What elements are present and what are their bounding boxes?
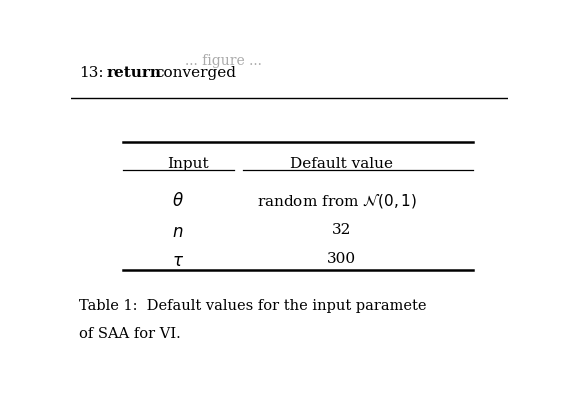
Text: 13:: 13: (79, 66, 104, 80)
Text: ... figure ...: ... figure ... (185, 54, 262, 68)
Text: 300: 300 (327, 252, 356, 266)
Text: Table 1:  Default values for the input paramete: Table 1: Default values for the input pa… (79, 299, 427, 313)
Text: 32: 32 (332, 223, 351, 237)
Text: of SAA for VI.: of SAA for VI. (79, 327, 181, 341)
Text: $\theta$: $\theta$ (171, 192, 183, 210)
Text: $n$: $n$ (172, 223, 183, 241)
Text: return: return (107, 66, 161, 80)
Text: Input: Input (167, 157, 208, 171)
Text: Default value: Default value (290, 157, 393, 171)
Text: converged: converged (156, 66, 237, 80)
Text: $\tau$: $\tau$ (171, 252, 184, 270)
Text: random from $\mathcal{N}(0, 1)$: random from $\mathcal{N}(0, 1)$ (257, 192, 417, 210)
